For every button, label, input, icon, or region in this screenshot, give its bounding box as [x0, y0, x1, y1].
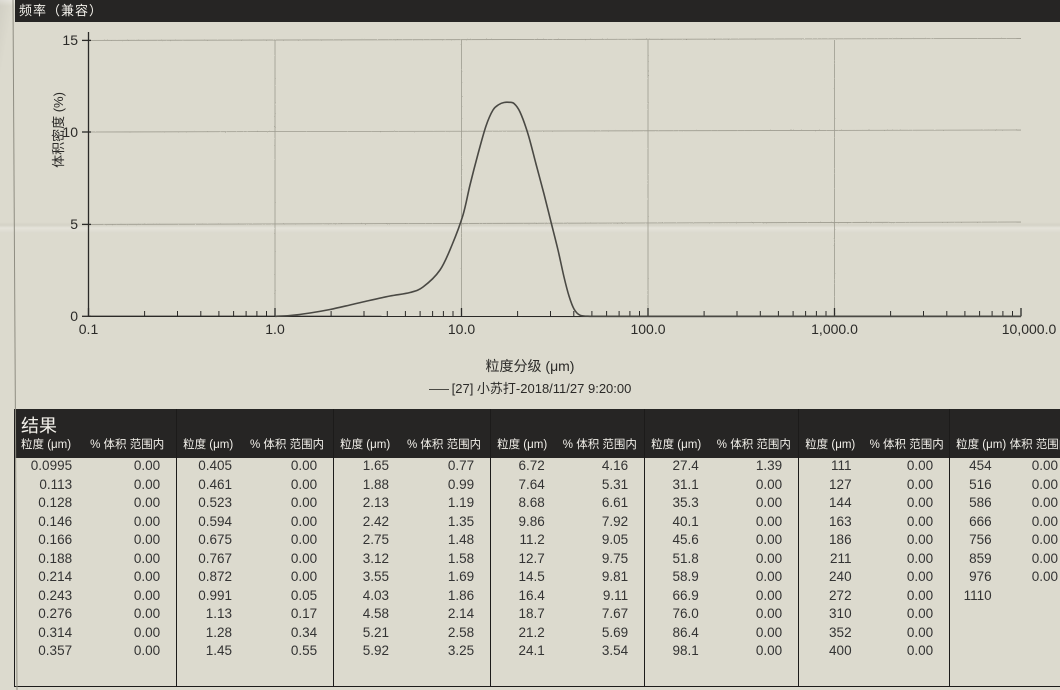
- svg-text:15: 15: [62, 32, 78, 48]
- svg-text:100.0: 100.0: [630, 321, 665, 337]
- svg-text:1.0: 1.0: [265, 321, 285, 337]
- svg-text:5: 5: [70, 216, 78, 232]
- svg-text:0: 0: [70, 308, 78, 324]
- svg-text:10.0: 10.0: [448, 321, 475, 337]
- svg-text:1,000.0: 1,000.0: [811, 321, 858, 337]
- svg-text:10: 10: [62, 124, 78, 140]
- svg-text:10,000.0: 10,000.0: [1002, 321, 1057, 337]
- svg-text:0.1: 0.1: [79, 321, 99, 337]
